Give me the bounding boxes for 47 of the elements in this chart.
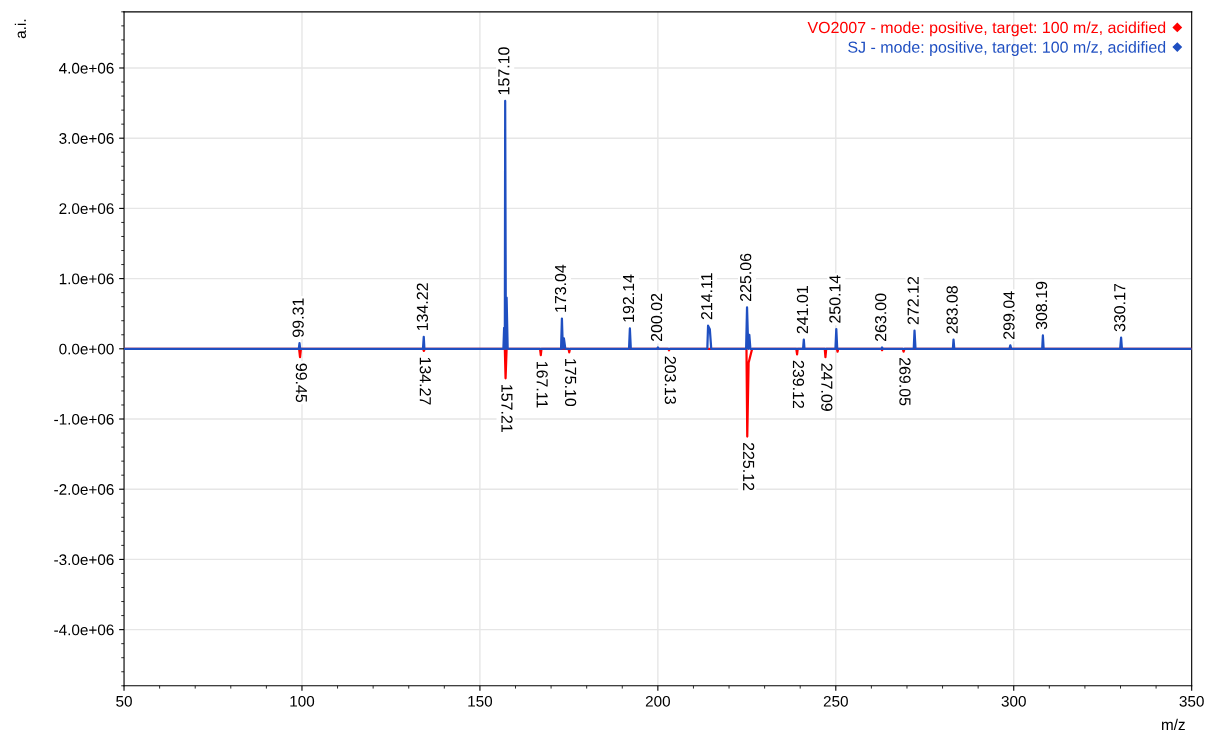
annotation: 99.45 (295, 363, 308, 403)
y-tick-label: 2.0e+06 (59, 203, 114, 215)
x-tick-label: 350 (1179, 695, 1204, 707)
annotation: 269.05 (899, 357, 911, 406)
x-tick-label: 150 (468, 695, 493, 707)
annotation: 241.01 (796, 286, 809, 334)
annotation: 99.31 (292, 298, 304, 337)
x-tick-label: 200 (645, 695, 670, 707)
annotation: 192.14 (622, 274, 635, 322)
annotation: 283.08 (946, 285, 958, 334)
annotation: 214.11 (701, 273, 713, 320)
annotation: 134.27 (419, 357, 431, 405)
annotation: 203.13 (664, 356, 677, 404)
x-tick-label: 250 (823, 695, 848, 707)
annotation: 200.02 (650, 293, 663, 342)
annotation: 263.00 (875, 293, 887, 342)
y-tick-label: -3.0e+06 (54, 554, 114, 566)
legend-label: VO2007 - mode: positive, target: 100 m/z, acidified (807, 21, 1166, 37)
annotation: 308.19 (1035, 281, 1048, 330)
annotation: 225.12 (742, 442, 755, 491)
y-tick-label: 0.0e+00 (59, 343, 114, 355)
y-tick-label: 1.0e+06 (59, 273, 114, 285)
y-axis-title: a.i. (14, 19, 26, 39)
y-tick-label: 4.0e+06 (59, 62, 114, 74)
annotation: 250.14 (829, 275, 841, 323)
annotation: 134.22 (416, 283, 429, 331)
annotation: 157.21 (501, 385, 513, 432)
y-tick-label: -4.0e+06 (54, 624, 114, 636)
line-series (124, 99, 1192, 350)
y-tick-label: -1.0e+06 (54, 413, 114, 425)
annotation: 247.09 (821, 363, 833, 411)
annotation: 330.17 (1114, 283, 1126, 332)
x-tick-label: 100 (290, 695, 315, 707)
x-axis-title: m/z (1162, 718, 1185, 731)
x-tick-label: 300 (1001, 695, 1026, 707)
x-tick-label: 50 (116, 695, 132, 707)
annotation: 167.11 (536, 361, 548, 408)
annotation: 175.10 (564, 359, 577, 407)
annotation: 272.12 (907, 276, 919, 325)
y-tick-label: -2.0e+06 (54, 484, 114, 495)
annotation: 157.10 (498, 47, 510, 95)
legend-label: SJ - mode: positive, target: 100 m/z, acidified (848, 41, 1166, 56)
annotation: 239.12 (792, 360, 805, 409)
y-tick-label: 3.0e+06 (59, 133, 114, 144)
annotation: 173.04 (554, 264, 567, 312)
annotation: 299.04 (1003, 291, 1015, 339)
annotation: 225.06 (740, 253, 752, 302)
